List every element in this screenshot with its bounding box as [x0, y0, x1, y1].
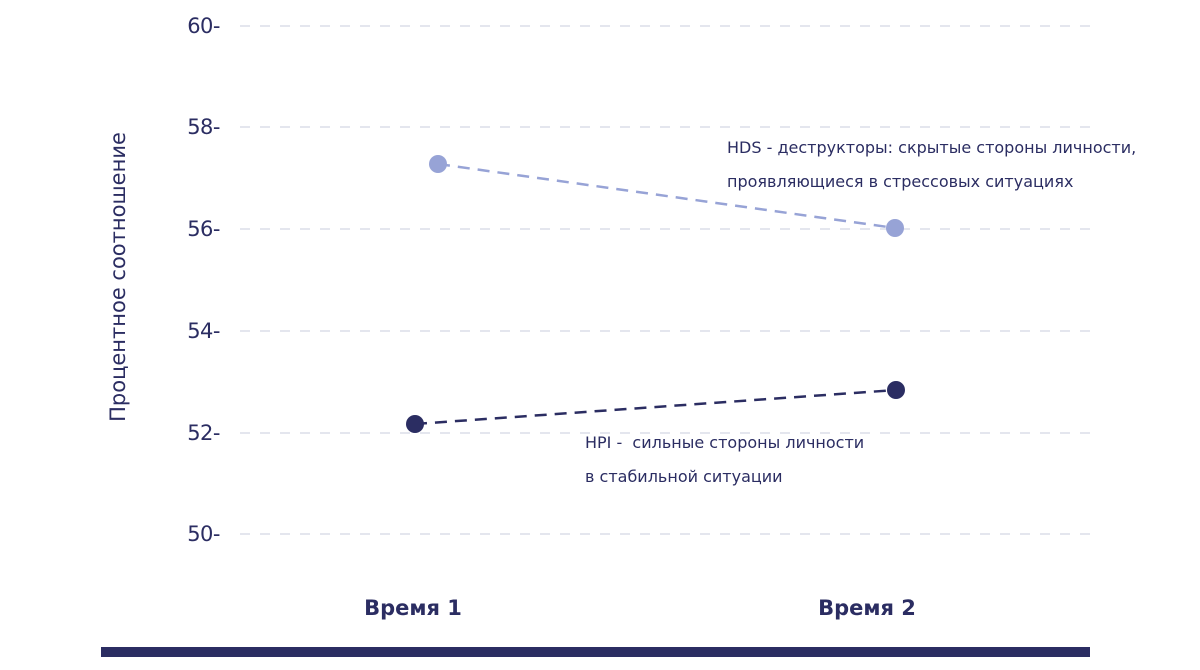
hpi-annotation: HPI - сильные стороны личности в стабиль… [585, 426, 864, 494]
y-axis-label: Процентное соотношение [106, 132, 130, 422]
y-tick-58: 58- [187, 115, 220, 139]
series-hpi [406, 381, 905, 433]
series-hds [429, 155, 904, 237]
footer-bar [101, 647, 1090, 657]
hpi-point-time1[interactable] [406, 415, 424, 433]
hpi-line [414, 388, 897, 426]
gridlines [240, 25, 1095, 535]
hds-point-time1[interactable] [429, 155, 447, 173]
y-tick-52: 52- [187, 421, 220, 445]
y-tick-54: 54- [187, 319, 220, 343]
y-tick-60: 60- [187, 14, 220, 38]
hpi-point-time2[interactable] [887, 381, 905, 399]
hds-line [437, 162, 896, 230]
hpi-annotation-line1: HPI - сильные стороны личности [585, 433, 865, 452]
hds-point-time2[interactable] [886, 219, 904, 237]
hds-annotation: HDS - деструкторы: скрытые стороны лично… [727, 131, 1136, 199]
x-tick-time1: Время 1 [364, 596, 462, 620]
hds-annotation-line2: проявляющиеся в стрессовых ситуациях [727, 172, 1074, 191]
y-tick-50: 50- [187, 522, 220, 546]
hds-annotation-line1: HDS - деструкторы: скрытые стороны лично… [727, 138, 1137, 157]
x-tick-time2: Время 2 [818, 596, 916, 620]
hpi-annotation-line2: в стабильной ситуации [585, 467, 783, 486]
y-tick-56: 56- [187, 217, 220, 241]
